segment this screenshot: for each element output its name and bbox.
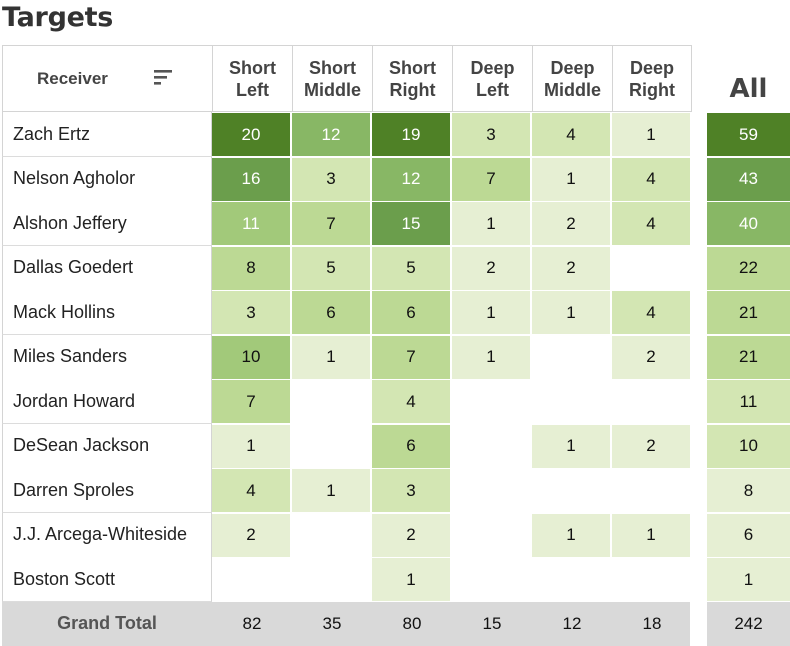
all-total-cell: 22	[707, 246, 790, 290]
table-cell: 4	[372, 380, 450, 423]
table-cell: 1	[532, 157, 610, 201]
table-cell: 2	[212, 513, 290, 557]
table-cell: 15	[372, 202, 450, 245]
grand-total-all-value: 242	[734, 613, 763, 633]
grand-total-value: 35	[322, 613, 342, 633]
table-cell: 4	[212, 469, 290, 512]
grand-total-all-bg	[707, 601, 790, 646]
grand-total-value: 15	[482, 613, 502, 633]
table-cell: 6	[372, 424, 450, 468]
grand-total-label: Grand Total	[57, 613, 157, 634]
table-cell: 6	[372, 291, 450, 334]
table-cell: 2	[532, 202, 610, 245]
table-cell: 1	[532, 291, 610, 334]
receiver-name: Boston Scott	[2, 557, 212, 602]
table-cell: 1	[212, 424, 290, 468]
table-cell: 11	[212, 202, 290, 245]
all-total-cell: 21	[707, 335, 790, 379]
all-total-cell: 21	[707, 291, 790, 334]
receiver-header-label: Receiver	[37, 68, 108, 88]
table-cell: 7	[292, 202, 370, 245]
table-cell: 7	[212, 380, 290, 423]
receiver-name: J.J. Arcega-Whiteside	[2, 512, 212, 558]
table-cell: 5	[292, 246, 370, 290]
table-cell: 19	[372, 113, 450, 156]
table-cell: 12	[372, 157, 450, 201]
table-cell: 2	[372, 513, 450, 557]
table-cell: 2	[612, 335, 690, 379]
sort-icon[interactable]	[152, 66, 174, 88]
grand-total-value: 80	[402, 613, 422, 633]
receiver-header[interactable]: Receiver	[2, 45, 212, 112]
chart-title: Targets	[2, 2, 113, 33]
table-cell: 1	[292, 469, 370, 512]
receiver-name: Mack Hollins	[2, 290, 212, 335]
table-cell: 3	[452, 113, 530, 156]
table-cell: 1	[452, 335, 530, 379]
receiver-name: Miles Sanders	[2, 334, 212, 380]
receiver-name: Dallas Goedert	[2, 245, 212, 291]
column-header[interactable]: Short Right	[372, 45, 452, 112]
all-total-cell: 10	[707, 424, 790, 468]
grand-total-value: 12	[562, 613, 582, 633]
receiver-name: Nelson Agholor	[2, 156, 212, 202]
column-header[interactable]: Deep Left	[452, 45, 532, 112]
table-cell: 2	[532, 246, 610, 290]
receiver-name: Darren Sproles	[2, 468, 212, 513]
table-cell: 8	[212, 246, 290, 290]
all-total-cell: 11	[707, 380, 790, 423]
grand-total-value: 18	[642, 613, 662, 633]
receiver-name: Alshon Jeffery	[2, 201, 212, 246]
table-cell: 5	[372, 246, 450, 290]
table-cell: 1	[452, 291, 530, 334]
receiver-name: Zach Ertz	[2, 112, 212, 157]
table-cell: 1	[532, 424, 610, 468]
all-total-cell: 40	[707, 202, 790, 245]
table-cell: 1	[452, 202, 530, 245]
column-header[interactable]: Short Left	[212, 45, 292, 112]
receiver-name: DeSean Jackson	[2, 423, 212, 469]
table-cell: 2	[612, 424, 690, 468]
all-total-cell: 43	[707, 157, 790, 201]
table-cell: 1	[612, 113, 690, 156]
table-cell: 4	[532, 113, 610, 156]
table-cell: 12	[292, 113, 370, 156]
table-cell: 3	[372, 469, 450, 512]
table-cell: 4	[612, 291, 690, 334]
table-cell: 1	[292, 335, 370, 379]
column-header[interactable]: Deep Middle	[532, 45, 612, 112]
table-cell: 1	[372, 558, 450, 601]
table-cell: 1	[612, 513, 690, 557]
all-total-cell: 8	[707, 469, 790, 512]
table-cell: 16	[212, 157, 290, 201]
receiver-name: Jordan Howard	[2, 379, 212, 424]
all-total-cell: 6	[707, 513, 790, 557]
table-cell: 3	[292, 157, 370, 201]
table-cell: 4	[612, 157, 690, 201]
table-cell: 6	[292, 291, 370, 334]
all-total-cell: 1	[707, 558, 790, 601]
grand-total-value: 82	[242, 613, 262, 633]
table-cell: 10	[212, 335, 290, 379]
table-cell: 1	[532, 513, 610, 557]
table-cell: 2	[452, 246, 530, 290]
grand-total-row	[2, 601, 690, 646]
table-cell: 3	[212, 291, 290, 334]
all-total-cell: 59	[707, 113, 790, 156]
all-column-header[interactable]: All	[729, 74, 768, 104]
column-header[interactable]: Deep Right	[612, 45, 692, 112]
table-cell: 4	[612, 202, 690, 245]
table-cell: 20	[212, 113, 290, 156]
column-header[interactable]: Short Middle	[292, 45, 372, 112]
table-cell: 7	[372, 335, 450, 379]
table-cell: 7	[452, 157, 530, 201]
